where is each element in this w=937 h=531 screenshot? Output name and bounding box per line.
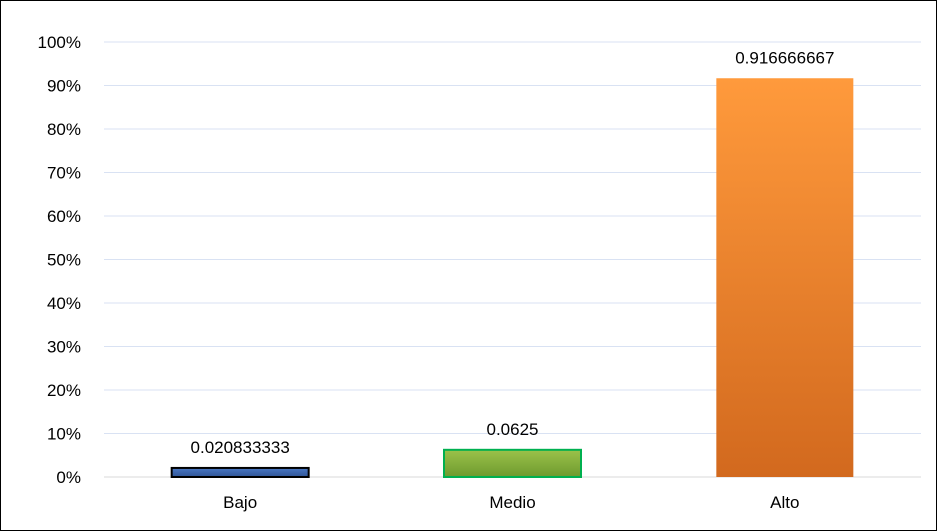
y-tick-label: 0% [56, 468, 81, 487]
y-tick-label: 80% [47, 120, 81, 139]
bars [170, 78, 854, 478]
y-tick-label: 100% [38, 33, 81, 52]
category-label-alto: Alto [770, 493, 799, 512]
data-label-bajo: 0.020833333 [191, 438, 290, 457]
y-tick-label: 40% [47, 294, 81, 313]
y-tick-label: 70% [47, 164, 81, 183]
y-tick-label: 90% [47, 77, 81, 96]
data-label-alto: 0.916666667 [735, 48, 834, 67]
y-tick-label: 50% [47, 251, 81, 270]
bar-bajo [170, 466, 310, 478]
bar-medio [443, 448, 582, 478]
y-tick-label: 20% [47, 381, 81, 400]
x-axis-category-labels: Bajo Medio Alto [223, 493, 799, 512]
y-tick-label: 30% [47, 338, 81, 357]
y-tick-label: 60% [47, 207, 81, 226]
bar-alto [716, 78, 854, 477]
category-label-medio: Medio [489, 493, 535, 512]
y-axis-tick-labels: 0% 10% 20% 30% 40% 50% 60% 70% 80% 90% 100% [38, 33, 81, 487]
y-tick-label: 10% [47, 425, 81, 444]
category-label-bajo: Bajo [223, 493, 257, 512]
data-label-medio: 0.0625 [487, 420, 539, 439]
data-labels: 0.020833333 0.0625 0.916666667 [191, 48, 835, 457]
